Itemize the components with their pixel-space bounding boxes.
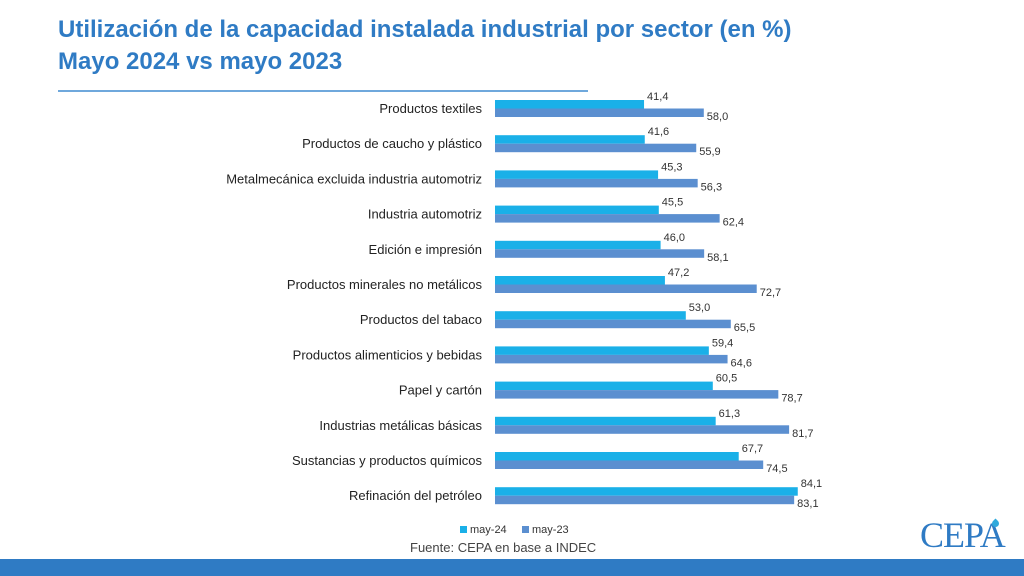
source-note: Fuente: CEPA en base a INDEC xyxy=(410,540,597,555)
category-label: Industria automotriz xyxy=(368,207,482,222)
bar-may-23 xyxy=(495,284,757,293)
data-label-may-23: 56,3 xyxy=(701,181,722,193)
title-underline xyxy=(58,90,588,92)
data-label-may-24: 41,6 xyxy=(648,126,669,138)
bar-may-23 xyxy=(495,495,795,505)
category-label: Metalmecánica excluida industria automot… xyxy=(226,171,482,186)
data-label-may-23: 83,1 xyxy=(797,498,818,510)
bar-may-23 xyxy=(495,460,764,469)
data-label-may-23: 72,7 xyxy=(760,287,781,299)
bar-may-24 xyxy=(495,416,716,426)
bar-may-24 xyxy=(495,311,686,320)
title-line-2: Mayo 2024 vs mayo 2023 xyxy=(58,48,343,75)
bar-may-24 xyxy=(495,100,645,109)
data-label-may-23: 62,4 xyxy=(723,217,744,229)
legend-swatch-may-24 xyxy=(460,526,467,533)
category-label: Industrias metálicas básicas xyxy=(319,418,482,433)
category-label: Productos minerales no metálicos xyxy=(287,277,483,292)
chart-title: Utilización de la capacidad instalada in… xyxy=(58,14,792,78)
bar-may-23 xyxy=(495,108,704,117)
category-label: Productos textiles xyxy=(379,101,482,116)
bar-may-24 xyxy=(495,135,645,144)
bar-may-24 xyxy=(495,381,713,391)
data-label-may-24: 41,4 xyxy=(647,91,668,103)
category-label: Productos alimenticios y bebidas xyxy=(293,347,483,362)
bar-may-23 xyxy=(495,214,720,223)
data-label-may-24: 53,0 xyxy=(689,302,710,314)
bottom-bar xyxy=(0,559,1024,576)
data-label-may-23: 81,7 xyxy=(792,428,813,440)
bar-may-24 xyxy=(495,205,659,215)
bar-may-24 xyxy=(495,452,739,461)
bar-may-23 xyxy=(495,354,728,364)
data-label-may-24: 45,3 xyxy=(661,161,682,173)
data-label-may-23: 55,9 xyxy=(699,146,720,158)
data-label-may-23: 74,5 xyxy=(766,463,787,475)
bar-may-24 xyxy=(495,170,659,179)
category-label: Productos del tabaco xyxy=(360,312,482,327)
bar-may-24 xyxy=(495,276,665,285)
legend-swatch-may-23 xyxy=(522,526,529,533)
bar-may-23 xyxy=(495,143,697,153)
bar-may-23 xyxy=(495,425,790,434)
data-label-may-24: 61,3 xyxy=(719,408,740,420)
legend-label-may-24: may-24 xyxy=(470,524,507,536)
data-label-may-24: 84,1 xyxy=(801,478,822,490)
bar-chart: Productos textiles 41,4 58,0 Productos de c… xyxy=(226,91,822,536)
data-label-may-24: 45,5 xyxy=(662,197,683,209)
bar-may-24 xyxy=(495,487,798,496)
data-label-may-24: 59,4 xyxy=(712,337,733,349)
data-label-may-24: 60,5 xyxy=(716,373,737,385)
title-line-1: Utilización de la capacidad instalada in… xyxy=(58,16,792,43)
bar-may-24 xyxy=(495,346,709,355)
bar-may-23 xyxy=(495,319,731,329)
bar-may-23 xyxy=(495,249,705,258)
legend-label-may-23: may-23 xyxy=(532,524,569,536)
data-label-may-23: 58,0 xyxy=(707,111,728,123)
data-label-may-24: 47,2 xyxy=(668,267,689,279)
bar-may-24 xyxy=(495,240,661,250)
data-label-may-23: 58,1 xyxy=(707,252,728,264)
category-label: Productos de caucho y plástico xyxy=(302,136,482,151)
data-label-may-23: 65,5 xyxy=(734,322,755,334)
category-label: Edición e impresión xyxy=(369,242,482,257)
bar-may-23 xyxy=(495,390,779,399)
data-label-may-23: 64,6 xyxy=(731,357,752,369)
data-label-may-23: 78,7 xyxy=(781,393,802,405)
category-label: Refinación del petróleo xyxy=(349,488,482,503)
bar-may-23 xyxy=(495,178,698,188)
category-label: Papel y cartón xyxy=(399,383,482,398)
data-label-may-24: 46,0 xyxy=(664,232,685,244)
category-label: Sustancias y productos químicos xyxy=(292,453,483,468)
data-label-may-24: 67,7 xyxy=(742,443,763,455)
